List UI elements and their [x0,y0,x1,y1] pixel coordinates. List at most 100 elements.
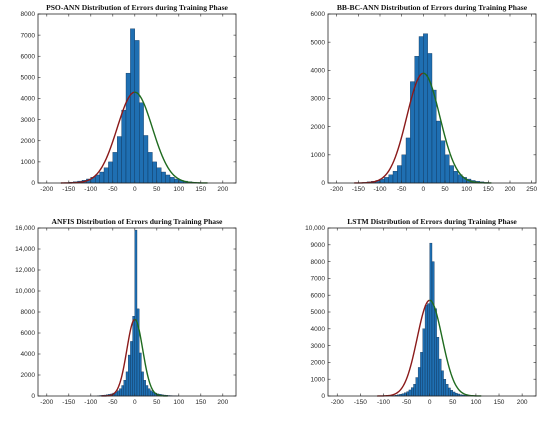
x-tick-label: -150 [62,399,75,406]
histogram-bar [417,367,421,397]
x-tick-label: -200 [330,186,343,193]
chart-title: LSTM Distribution of Errors during Train… [347,217,517,226]
histogram-bar [424,305,428,397]
histogram-bar [145,385,149,397]
x-tick-label: -200 [40,399,53,406]
axes: -200 -150 -100 -50 0 50 100 150 2000100020003000… [21,11,237,193]
histogram-bar [103,167,109,184]
histogram-bar [423,33,428,184]
x-tick-label: -50 [397,186,407,193]
x-tick-label: -50 [108,399,118,406]
y-tick-label: 4000 [311,326,326,333]
axes: -200 -150 -100 -50 0 50 100 150 2000100020003000… [305,225,537,406]
histogram-bar [125,371,129,397]
histogram-bar [422,328,426,397]
histogram-bar [117,390,120,397]
histogram-bar [411,387,414,397]
histogram-bar [108,161,113,184]
histogram-bar [420,352,423,397]
x-tick-label: 150 [494,399,505,406]
histogram-bar [174,178,179,184]
histogram-bar [99,171,105,184]
histogram-bar [453,170,459,184]
y-tick-label: 8000 [21,309,36,316]
y-tick-label: 2000 [311,124,326,131]
histogram-bar [119,388,122,397]
histogram-bar [444,154,450,184]
histogram-bar [134,229,138,397]
histogram-bar [150,390,153,397]
y-tick-label: 1000 [311,152,326,159]
x-tick-label: 250 [526,186,537,193]
x-tick-label: -100 [377,399,390,406]
histogram-bar [445,384,449,397]
chart-title: ANFIS Distribution of Errors during Trai… [52,217,224,226]
histogram-bar [139,352,142,397]
histogram-bar [388,174,394,184]
chart-anfis: ANFIS Distribution of Errors during Trai… [15,217,237,406]
histogram-bar [431,261,435,397]
y-tick-label: 0 [321,393,325,400]
histogram-bar [165,174,171,184]
histogram-bar [121,385,124,397]
chart-pso-ann: PSO-ANN Distribution of Errors during Tr… [21,3,237,193]
y-tick-label: 7000 [21,32,36,39]
x-tick-label: 150 [483,186,494,193]
y-tick-label: 3000 [311,96,326,103]
chart-title: PSO-ANN Distribution of Errors during Tr… [46,3,228,12]
x-tick-label: 200 [217,399,228,406]
histogram-bar [408,389,412,397]
x-tick-label: 50 [153,186,161,193]
histogram-bar [156,167,162,184]
x-tick-label: 200 [517,399,528,406]
chart-title: BB-BC-ANN Distribution of Errors during … [337,3,528,12]
x-tick-label: 100 [173,399,184,406]
histogram-bar [134,40,140,184]
y-tick-label: 2000 [21,372,36,379]
y-tick-label: 12,000 [15,267,35,274]
histogram-bar [431,89,437,184]
bar-group [64,28,201,184]
histogram-bar [441,370,444,397]
histogram-bar [436,337,440,397]
x-tick-label: -200 [40,186,53,193]
x-tick-label: -150 [352,186,365,193]
x-tick-label: 100 [173,186,184,193]
histogram-bar [404,392,407,397]
histogram-bar [384,177,389,184]
histogram-bar [125,72,131,184]
histogram-bar [143,135,149,184]
histogram-bar [427,53,433,184]
histogram-bar [418,36,424,184]
y-tick-label: 4000 [311,68,326,75]
histogram-bar [117,136,122,184]
y-tick-label: 10,000 [305,225,325,232]
x-tick-label: 50 [153,399,161,406]
x-tick-label: 150 [195,399,206,406]
histogram-bar [415,377,419,397]
x-tick-label: 0 [422,186,426,193]
x-tick-label: 50 [441,186,449,193]
x-tick-label: 0 [133,186,137,193]
x-tick-label: 150 [195,186,206,193]
y-tick-label: 3000 [21,117,36,124]
histogram-bar [112,152,118,184]
histogram-bar [429,242,433,397]
y-tick-label: 1000 [311,376,326,383]
bar-group [358,33,489,184]
x-tick-label: 50 [449,399,457,406]
y-tick-label: 16,000 [15,225,35,232]
axes: -200 -150 -100 -50 0 50 100 150 2000200040006000… [15,225,237,406]
axes: -200 -150 -100 -50 0 50 100 150 200 250 0 1000 2000 3… [311,11,538,193]
y-tick-label: 5000 [311,309,326,316]
histogram-bar [434,308,437,397]
histogram-bar [130,28,135,184]
y-tick-label: 3000 [311,343,326,350]
y-tick-label: 0 [31,393,35,400]
y-tick-label: 0 [321,180,325,187]
histogram-bar [161,171,166,184]
histogram-bar [152,161,157,184]
x-tick-label: 0 [428,399,432,406]
histogram-bar [454,392,458,397]
x-tick-label: -100 [84,186,97,193]
